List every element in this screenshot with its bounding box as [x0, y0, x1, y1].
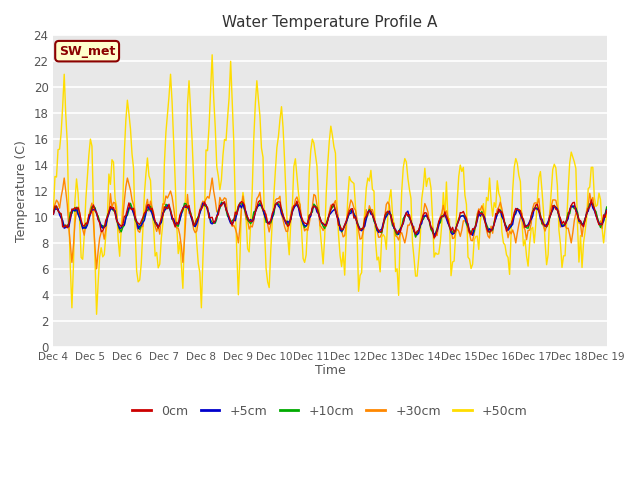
Y-axis label: Temperature (C): Temperature (C) — [15, 140, 28, 242]
Legend: 0cm, +5cm, +10cm, +30cm, +50cm: 0cm, +5cm, +10cm, +30cm, +50cm — [127, 400, 533, 423]
Title: Water Temperature Profile A: Water Temperature Profile A — [222, 15, 438, 30]
X-axis label: Time: Time — [315, 364, 346, 377]
Text: SW_met: SW_met — [59, 45, 115, 58]
